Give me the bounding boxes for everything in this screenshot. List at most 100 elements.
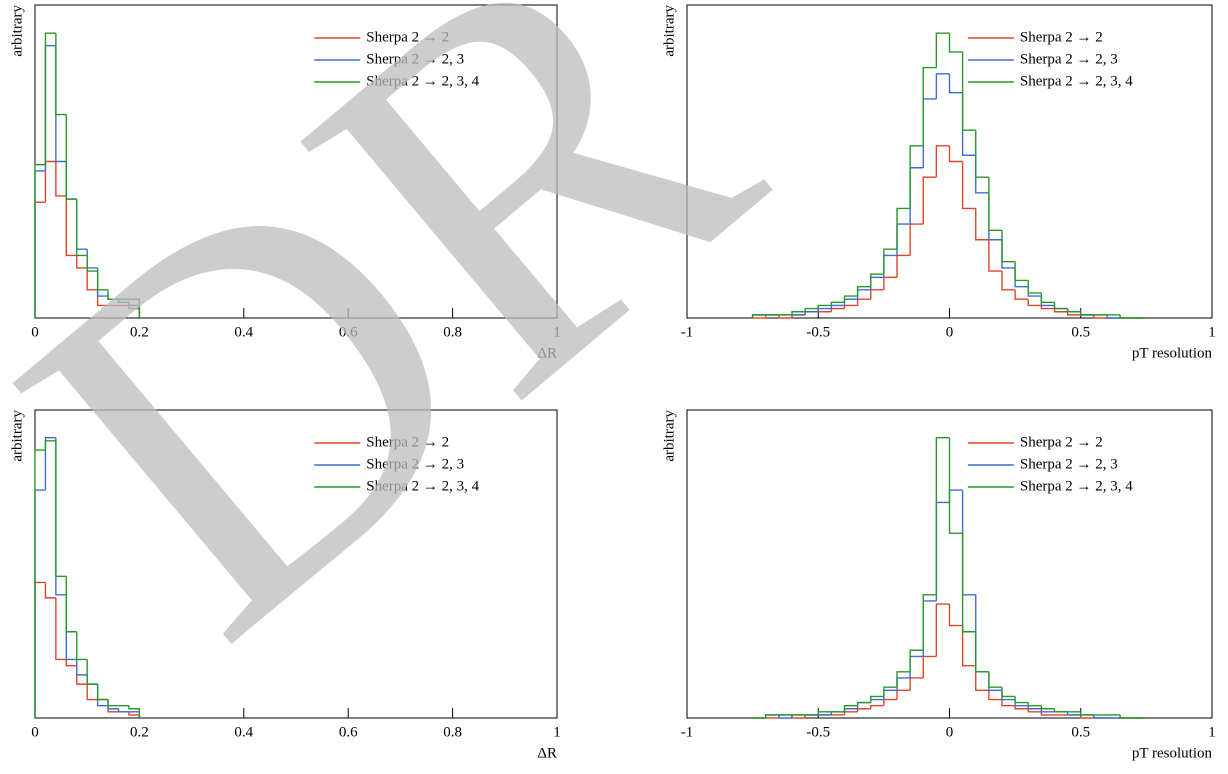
- x-tick-label: 1: [1208, 724, 1216, 740]
- histogram-bin: [1066, 311, 1081, 316]
- histogram-bin: [909, 223, 924, 256]
- histogram-bin: [1040, 305, 1055, 310]
- histogram-bin: [948, 145, 963, 163]
- x-tick-label: 0.8: [443, 324, 462, 340]
- histogram-bin: [65, 594, 77, 661]
- legend-label: Sherpa 2 → 2, 3, 4: [1020, 478, 1133, 494]
- histogram-bin: [1001, 687, 1016, 698]
- histogram-bin: [948, 33, 963, 53]
- legend-label: Sherpa 2 → 2, 3: [1020, 456, 1118, 472]
- histogram-bin: [1014, 261, 1029, 282]
- histogram-bin: [922, 176, 937, 225]
- legend-label: Sherpa 2 → 2: [1020, 29, 1103, 45]
- x-tick-label: 0: [946, 324, 954, 340]
- histogram-bin: [843, 704, 858, 712]
- histogram-bin: [870, 289, 884, 300]
- histogram-bin: [1040, 292, 1055, 304]
- histogram-bin: [922, 594, 937, 651]
- histogram-bin: [96, 684, 109, 701]
- histogram-bin: [65, 659, 77, 667]
- histogram-bin: [55, 45, 67, 163]
- legend-label: Sherpa 2 → 2, 3, 4: [366, 73, 479, 89]
- histogram-bin: [96, 684, 109, 707]
- histogram-bin: [856, 701, 871, 709]
- histogram-bin: [1093, 314, 1107, 319]
- histogram-bin: [86, 267, 98, 291]
- histogram-bin: [870, 704, 884, 709]
- histogram-bin: [34, 163, 46, 318]
- histogram-bin: [76, 659, 88, 676]
- histogram-bin: [856, 701, 871, 706]
- histogram-bin: [1053, 302, 1068, 310]
- x-tick-label: 0.4: [234, 324, 253, 340]
- histogram-bin: [44, 437, 56, 491]
- histogram-bin: [975, 155, 989, 194]
- histogram-bin: [1053, 308, 1068, 313]
- x-tick-label: -0.5: [806, 324, 830, 340]
- x-tick-label: 0.2: [130, 724, 149, 740]
- histogram-bin: [86, 659, 98, 685]
- histogram-bin: [909, 145, 924, 209]
- histogram-bin: [975, 130, 989, 178]
- histogram-bin: [1001, 230, 1016, 263]
- histogram-bin: [107, 289, 119, 300]
- histogram-bin: [44, 44, 56, 171]
- histogram-bin: [1027, 299, 1042, 307]
- histogram-bin: [922, 66, 937, 146]
- histogram-bin: [961, 92, 976, 156]
- histogram-bin: [988, 177, 1002, 232]
- histogram-bin: [1119, 714, 1134, 719]
- x-tick-label: 1: [553, 724, 561, 740]
- legend-label: Sherpa 2 → 2, 3: [1020, 51, 1118, 67]
- histogram-bin: [1001, 271, 1016, 291]
- x-tick-label: -1: [681, 324, 694, 340]
- histogram-bin: [804, 311, 819, 315]
- histogram-bin: [1027, 705, 1042, 710]
- histogram-bin: [988, 671, 1002, 688]
- histogram-bin: [961, 625, 976, 667]
- histogram-bin: [1093, 714, 1107, 719]
- histogram-bin: [909, 677, 924, 691]
- histogram-bin: [975, 208, 989, 241]
- legend-label: Sherpa 2 → 2, 3, 4: [1020, 73, 1133, 89]
- histogram-bin: [791, 311, 806, 315]
- histogram-bin: [922, 655, 937, 678]
- histogram-bin: [961, 161, 976, 210]
- histogram-bin: [128, 298, 141, 318]
- histogram-bin: [1001, 699, 1016, 707]
- histogram-bin: [44, 582, 56, 599]
- histogram-bin: [856, 298, 871, 306]
- histogram-bin: [961, 533, 976, 633]
- histogram-bin: [948, 489, 963, 503]
- histogram-bin: [1066, 308, 1081, 313]
- histogram-bin: [1080, 714, 1094, 719]
- series: [34, 32, 141, 318]
- legend-label: Sherpa 2 → 2, 3: [366, 456, 464, 472]
- x-axis-label: ΔR: [537, 745, 557, 761]
- histogram-bin: [843, 298, 858, 306]
- histogram-bin: [870, 698, 884, 703]
- x-tick-label: 0: [946, 724, 954, 740]
- histogram-bin: [870, 273, 884, 287]
- histogram-bin: [86, 684, 98, 701]
- histogram-bin: [883, 698, 897, 706]
- histogram-bin: [96, 271, 109, 291]
- histogram-bin: [1027, 702, 1042, 707]
- histogram-bin: [948, 604, 963, 627]
- histogram-bin: [870, 276, 884, 290]
- series: [34, 581, 141, 718]
- histogram-bin: [922, 600, 937, 657]
- histogram-bin: [65, 195, 77, 257]
- histogram-bin: [1001, 690, 1016, 701]
- histogram-bin: [975, 594, 989, 673]
- x-axis-label: ΔR: [537, 345, 557, 361]
- histogram-bin: [778, 714, 792, 719]
- histogram-bin: [909, 655, 924, 678]
- histogram-bin: [817, 304, 832, 309]
- histogram-bin: [1001, 239, 1016, 269]
- histogram-bin: [76, 255, 88, 269]
- histogram-bin: [948, 437, 963, 534]
- histogram-bin: [1014, 705, 1029, 710]
- histogram-bin: [107, 705, 119, 710]
